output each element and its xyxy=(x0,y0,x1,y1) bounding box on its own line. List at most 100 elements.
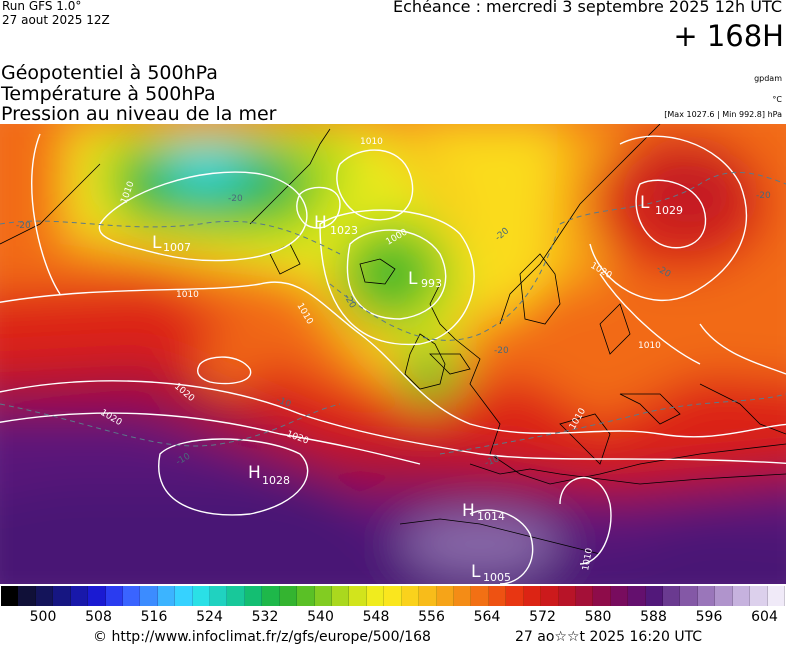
geopotential-field xyxy=(0,124,786,584)
isobars xyxy=(0,133,786,584)
unit-geopotential: gpdam xyxy=(754,74,782,83)
colorbar-swatch xyxy=(70,586,89,606)
isotherm-label: -20 xyxy=(228,194,243,204)
colorbar-swatch xyxy=(645,586,664,606)
generation-timestamp: 27 ao☆☆t 2025 16:20 UTC xyxy=(515,629,703,645)
isobar-label: 1010 xyxy=(638,341,661,351)
pressure-center-letter: L xyxy=(471,562,481,582)
colorbar-swatch xyxy=(541,586,559,606)
pressure-center-letter: L xyxy=(408,269,418,289)
colorbar-swatch xyxy=(18,586,36,606)
pressure-center-value: 1029 xyxy=(655,204,683,217)
colorbar-swatch xyxy=(767,586,785,606)
colorbar-swatch xyxy=(663,586,681,606)
colorbar-swatch xyxy=(610,586,629,606)
pressure-center-value: 993 xyxy=(421,277,442,290)
colorbar-swatch xyxy=(558,586,576,606)
colorbar-swatch xyxy=(314,586,333,606)
colorbar-swatch xyxy=(140,586,158,606)
colorbar-ticks: 500 508 516 524 532 540 548 556 564 572 580 588 596 6… xyxy=(0,609,786,627)
isotherm-label: -10 xyxy=(484,454,501,469)
colorbar-tick-label: 588 xyxy=(640,609,667,625)
layer-geopotential-title: Géopotentiel à 500hPa xyxy=(1,62,218,84)
colorbar-swatch xyxy=(732,586,751,606)
colorbar-swatch xyxy=(575,586,594,606)
isobar-label: 1010 xyxy=(581,547,595,572)
colorbar-swatch xyxy=(488,586,507,606)
coastlines xyxy=(0,124,786,555)
colorbar-swatch xyxy=(157,586,176,606)
colorbar-swatch xyxy=(332,586,350,606)
colorbar-tick-label: 532 xyxy=(251,609,279,625)
forecast-valid-time: Echéance : mercredi 3 septembre 2025 12h… xyxy=(393,0,782,16)
pressure-center-letter: L xyxy=(640,193,650,213)
colorbar-swatch xyxy=(105,586,123,606)
colorbar-swatch xyxy=(262,586,280,606)
pressure-center-value: 1028 xyxy=(262,474,290,487)
colorbar-swatch xyxy=(53,586,71,606)
pressure-center-low: L 1029 xyxy=(640,193,683,217)
source-credit: © http://www.infoclimat.fr/z/gfs/europe/… xyxy=(93,629,431,645)
layer-temperature-title: Température à 500hPa xyxy=(1,83,216,105)
isobar-label: 1010 xyxy=(360,137,383,147)
colorbar-swatch xyxy=(297,586,315,606)
colorbar-swatch xyxy=(697,586,716,606)
isotherm-label: -20 xyxy=(756,191,771,201)
pressure-center-high: H 1023 xyxy=(314,213,358,237)
unit-temperature: °C xyxy=(772,95,782,104)
colorbar-tick-label: 580 xyxy=(584,609,612,625)
colorbar-swatch xyxy=(384,586,402,606)
isotherm-label: -20 xyxy=(16,221,31,231)
colorbar-swatch xyxy=(628,586,646,606)
pressure-center-value: 1007 xyxy=(163,241,191,254)
colorbar-tick-label: 524 xyxy=(196,609,223,625)
forecast-horizon: + 168H xyxy=(673,19,784,53)
colorbar-tick-label: 596 xyxy=(695,609,723,625)
colorbar-swatch xyxy=(192,586,211,606)
weather-map: H 1023 L 993 L 1029 L 1007 H 1028 H 1014… xyxy=(0,124,786,584)
pressure-center-low: L 993 xyxy=(408,269,442,290)
colorbar-tick-label: 572 xyxy=(529,609,556,625)
colorbar-swatch xyxy=(227,586,245,606)
pressure-center-low: L 1007 xyxy=(152,233,191,254)
pressure-center-high: H 1028 xyxy=(248,463,290,487)
pressure-center-letter: H xyxy=(314,213,327,233)
colorbar-tick-label: 540 xyxy=(307,609,334,625)
colorbar-tick-label: 548 xyxy=(362,609,390,625)
pressure-center-letter: L xyxy=(152,233,162,253)
colorbar-tick-label: 516 xyxy=(140,609,168,625)
colorbar-swatch xyxy=(750,586,768,606)
isotherm-label: -20 xyxy=(494,346,509,356)
layer-pressure-title: Pression au niveau de la mer xyxy=(1,103,277,125)
colorbar-swatch xyxy=(210,586,228,606)
colorbar-swatch xyxy=(453,586,472,606)
colorbar-swatch xyxy=(244,586,263,606)
isotherm-label: -10 xyxy=(275,395,292,410)
colorbar-tick-label: 564 xyxy=(473,609,501,625)
colorbar-swatch xyxy=(593,586,611,606)
colorbar-swatch xyxy=(349,586,367,606)
run-date: 27 aout 2025 12Z xyxy=(2,13,110,27)
pressure-center-low: L 1005 xyxy=(471,562,511,584)
colorbar-swatch xyxy=(523,586,542,606)
colorbar-swatch xyxy=(122,586,141,606)
pressure-range: [Max 1027.6 | Min 992.8] hPa xyxy=(664,110,782,119)
pressure-center-value: 1023 xyxy=(330,224,358,237)
colorbar-swatch xyxy=(279,586,298,606)
colorbar-swatch xyxy=(401,586,420,606)
pressure-center-high: H 1014 xyxy=(462,501,505,523)
colorbar-swatch xyxy=(88,586,106,606)
colorbar-swatch xyxy=(35,586,54,606)
pressure-center-value: 1005 xyxy=(483,571,511,584)
colorbar-swatch xyxy=(175,586,193,606)
isotherms xyxy=(0,171,786,455)
colorbar-swatch xyxy=(436,586,454,606)
colorbar-swatch xyxy=(419,586,437,606)
colorbar-tick-label: 508 xyxy=(85,609,112,625)
isobar-label: 1010 xyxy=(176,290,199,300)
colorbar xyxy=(1,586,785,606)
colorbar-swatch xyxy=(680,586,698,606)
colorbar-tick-label: 556 xyxy=(418,609,445,625)
pressure-center-labels: H 1023 L 993 L 1029 L 1007 H 1028 H 1014… xyxy=(152,193,683,584)
pressure-center-letter: H xyxy=(462,501,475,521)
